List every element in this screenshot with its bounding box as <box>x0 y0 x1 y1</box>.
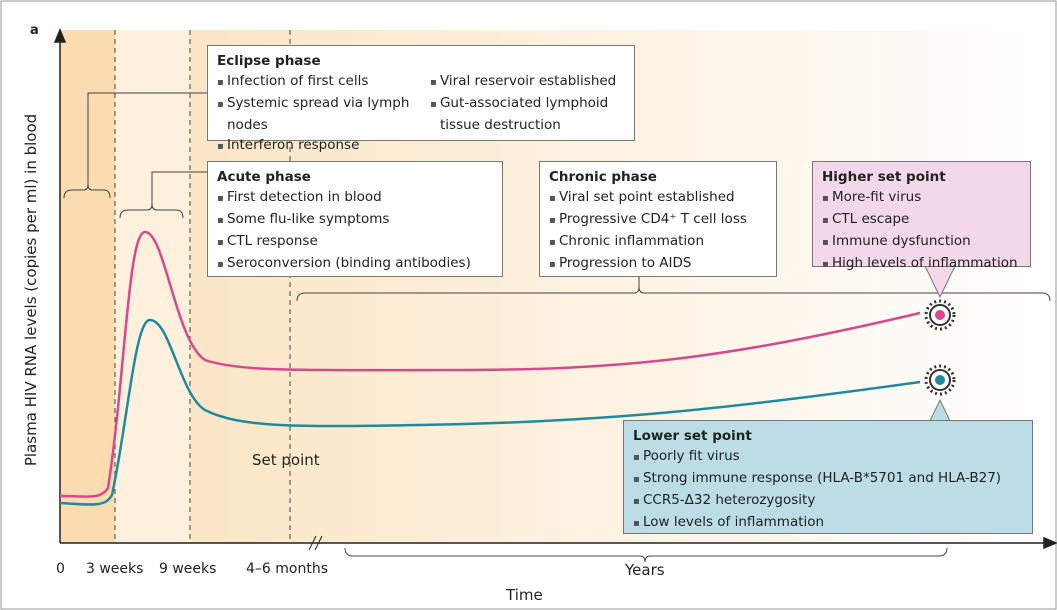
box-item: Progression to AIDS <box>549 253 767 275</box>
axes <box>53 28 1057 551</box>
box-list: Infection of first cellsSystemic spread … <box>217 71 625 157</box>
box-item: Gut-associated lymphoid tissue destructi… <box>430 93 625 135</box>
x-axis-label: Time <box>506 586 543 604</box>
higher-curve <box>59 230 921 498</box>
box-item: Progressive CD4⁺ T cell loss <box>549 209 767 231</box>
box-item: Poorly fit virus <box>633 446 1023 468</box>
set-point-label: Set point <box>252 451 320 469</box>
box-item: High levels of inflammation <box>822 253 1021 275</box>
box-item: Seroconversion (binding antibodies) <box>217 253 493 275</box>
box-item: Interferon response <box>217 135 412 157</box>
eclipse-box: Eclipse phase Infection of first cellsSys… <box>207 45 635 153</box>
x-tick-label: 9 weeks <box>159 561 217 577</box>
chronic-box: Chronic phase Viral set point established… <box>539 161 777 277</box>
box-item: Infection of first cells <box>217 71 412 93</box>
brackets <box>63 92 1051 563</box>
virus-high <box>924 299 956 331</box>
box-item: Strong immune response (HLA-B*5701 and H… <box>633 468 1023 490</box>
x-tick-label: 0 <box>56 561 65 577</box>
box-item: CTL response <box>217 231 493 253</box>
x-tick-label: 3 weeks <box>86 561 144 577</box>
years-label: Years <box>625 561 665 579</box>
y-axis-label: Plasma HIV RNA levels (copies per ml) in… <box>22 114 40 466</box>
box-item: Some flu-like symptoms <box>217 209 493 231</box>
higher-box: Higher set point More-fit virusCTL escape… <box>812 161 1031 271</box>
box-item: More-fit virus <box>822 187 1021 209</box>
box-item: Immune dysfunction <box>822 231 1021 253</box>
box-item: Chronic inflammation <box>549 231 767 253</box>
box-list: First detection in bloodSome flu-like sy… <box>217 187 493 275</box>
box-list: Poorly fit virusStrong immune response (… <box>633 446 1023 534</box>
box-item: First detection in blood <box>217 187 493 209</box>
box-item: CCR5-Δ32 heterozygosity <box>633 490 1023 512</box>
box-list: Viral set point establishedProgressive C… <box>549 187 767 275</box>
panel-label: a <box>30 23 39 38</box>
box-title: Lower set point <box>633 428 752 444</box>
box-title: Higher set point <box>822 169 946 185</box>
box-title: Eclipse phase <box>217 53 321 69</box>
lower-box: Lower set point Poorly fit virusStrong im… <box>623 420 1033 534</box>
x-tick-label: 4–6 months <box>246 561 328 577</box>
lower-curve <box>59 318 921 506</box>
box-item: Low levels of inflammation <box>633 512 1023 534</box>
band-acute <box>115 30 190 543</box>
virus-low <box>924 364 956 396</box>
acute-box: Acute phase First detection in bloodSome … <box>207 161 503 277</box>
box-item: Viral set point established <box>549 187 767 209</box>
box-item: CTL escape <box>822 209 1021 231</box>
box-list: More-fit virusCTL escapeImmune dysfuncti… <box>822 187 1021 275</box>
box-title: Chronic phase <box>549 169 657 185</box>
box-item: Viral reservoir established <box>430 71 625 93</box>
box-item: Systemic spread via lymph nodes <box>217 93 412 135</box>
box-title: Acute phase <box>217 169 311 185</box>
